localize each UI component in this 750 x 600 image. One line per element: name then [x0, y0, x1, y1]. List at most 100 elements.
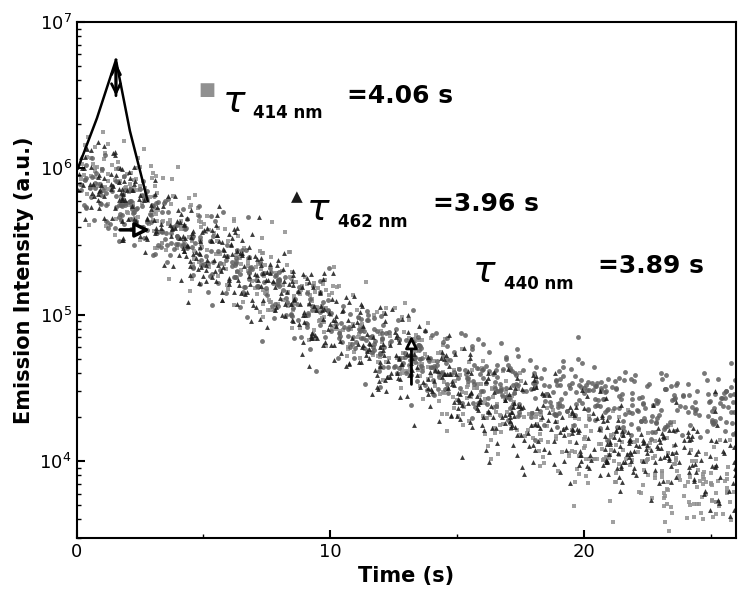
440 nm [390, 324, 402, 334]
X-axis label: Time (s): Time (s) [358, 566, 454, 586]
462 nm [149, 189, 161, 199]
462 nm [488, 367, 500, 377]
462 nm [652, 478, 664, 488]
440 nm [96, 164, 108, 173]
414 nm [585, 426, 597, 436]
462 nm [602, 470, 614, 479]
462 nm [689, 449, 701, 458]
440 nm [580, 380, 592, 390]
462 nm [518, 402, 530, 412]
440 nm [88, 215, 100, 225]
440 nm [646, 412, 658, 421]
440 nm [645, 434, 657, 444]
440 nm [685, 421, 697, 430]
462 nm [98, 173, 110, 183]
462 nm [616, 426, 628, 436]
414 nm [221, 281, 233, 290]
440 nm [207, 232, 219, 241]
462 nm [402, 328, 414, 337]
440 nm [162, 207, 174, 217]
462 nm [526, 371, 538, 380]
414 nm [722, 463, 734, 472]
462 nm [194, 249, 206, 259]
414 nm [680, 513, 692, 523]
414 nm [251, 289, 262, 298]
414 nm [578, 443, 590, 453]
440 nm [508, 389, 520, 398]
462 nm [514, 401, 526, 411]
462 nm [205, 235, 217, 245]
440 nm [343, 331, 355, 341]
440 nm [290, 294, 302, 304]
440 nm [565, 364, 577, 374]
462 nm [616, 461, 628, 471]
462 nm [122, 214, 134, 224]
440 nm [507, 399, 519, 409]
414 nm [712, 497, 724, 506]
414 nm [725, 515, 737, 525]
462 nm [178, 220, 190, 229]
440 nm [409, 353, 421, 362]
414 nm [80, 145, 92, 154]
414 nm [82, 220, 94, 229]
414 nm [156, 217, 168, 227]
414 nm [330, 325, 342, 334]
462 nm [317, 314, 329, 323]
462 nm [465, 388, 477, 397]
462 nm [506, 420, 518, 430]
414 nm [678, 491, 690, 501]
462 nm [650, 442, 662, 451]
462 nm [79, 214, 91, 224]
440 nm [616, 416, 628, 426]
440 nm [626, 400, 638, 410]
440 nm [172, 231, 184, 241]
440 nm [413, 354, 425, 364]
414 nm [580, 421, 592, 431]
414 nm [345, 324, 357, 334]
440 nm [159, 234, 171, 244]
462 nm [482, 373, 494, 383]
414 nm [344, 340, 355, 349]
414 nm [136, 199, 148, 208]
462 nm [472, 400, 484, 409]
414 nm [698, 469, 709, 479]
440 nm [393, 364, 405, 373]
440 nm [117, 190, 129, 199]
462 nm [223, 279, 235, 289]
440 nm [710, 389, 722, 399]
414 nm [698, 479, 709, 489]
462 nm [730, 464, 742, 473]
414 nm [605, 445, 617, 454]
462 nm [474, 397, 486, 407]
414 nm [139, 196, 151, 206]
440 nm [302, 308, 314, 318]
462 nm [357, 322, 369, 331]
462 nm [724, 440, 736, 450]
462 nm [487, 412, 499, 422]
414 nm [242, 254, 254, 264]
414 nm [494, 410, 506, 419]
440 nm [526, 409, 538, 418]
414 nm [351, 305, 363, 314]
440 nm [613, 373, 625, 383]
440 nm [722, 402, 734, 412]
440 nm [650, 418, 662, 428]
462 nm [378, 350, 390, 359]
462 nm [688, 476, 700, 485]
462 nm [251, 302, 262, 312]
440 nm [430, 360, 442, 370]
440 nm [273, 275, 285, 285]
462 nm [327, 316, 339, 325]
414 nm [396, 353, 408, 363]
414 nm [416, 363, 428, 373]
440 nm [682, 380, 694, 389]
462 nm [209, 266, 220, 276]
462 nm [565, 403, 577, 412]
462 nm [446, 379, 458, 389]
462 nm [377, 339, 389, 349]
440 nm [591, 400, 603, 409]
462 nm [730, 470, 742, 480]
462 nm [371, 382, 383, 392]
440 nm [626, 394, 638, 404]
414 nm [179, 221, 191, 231]
